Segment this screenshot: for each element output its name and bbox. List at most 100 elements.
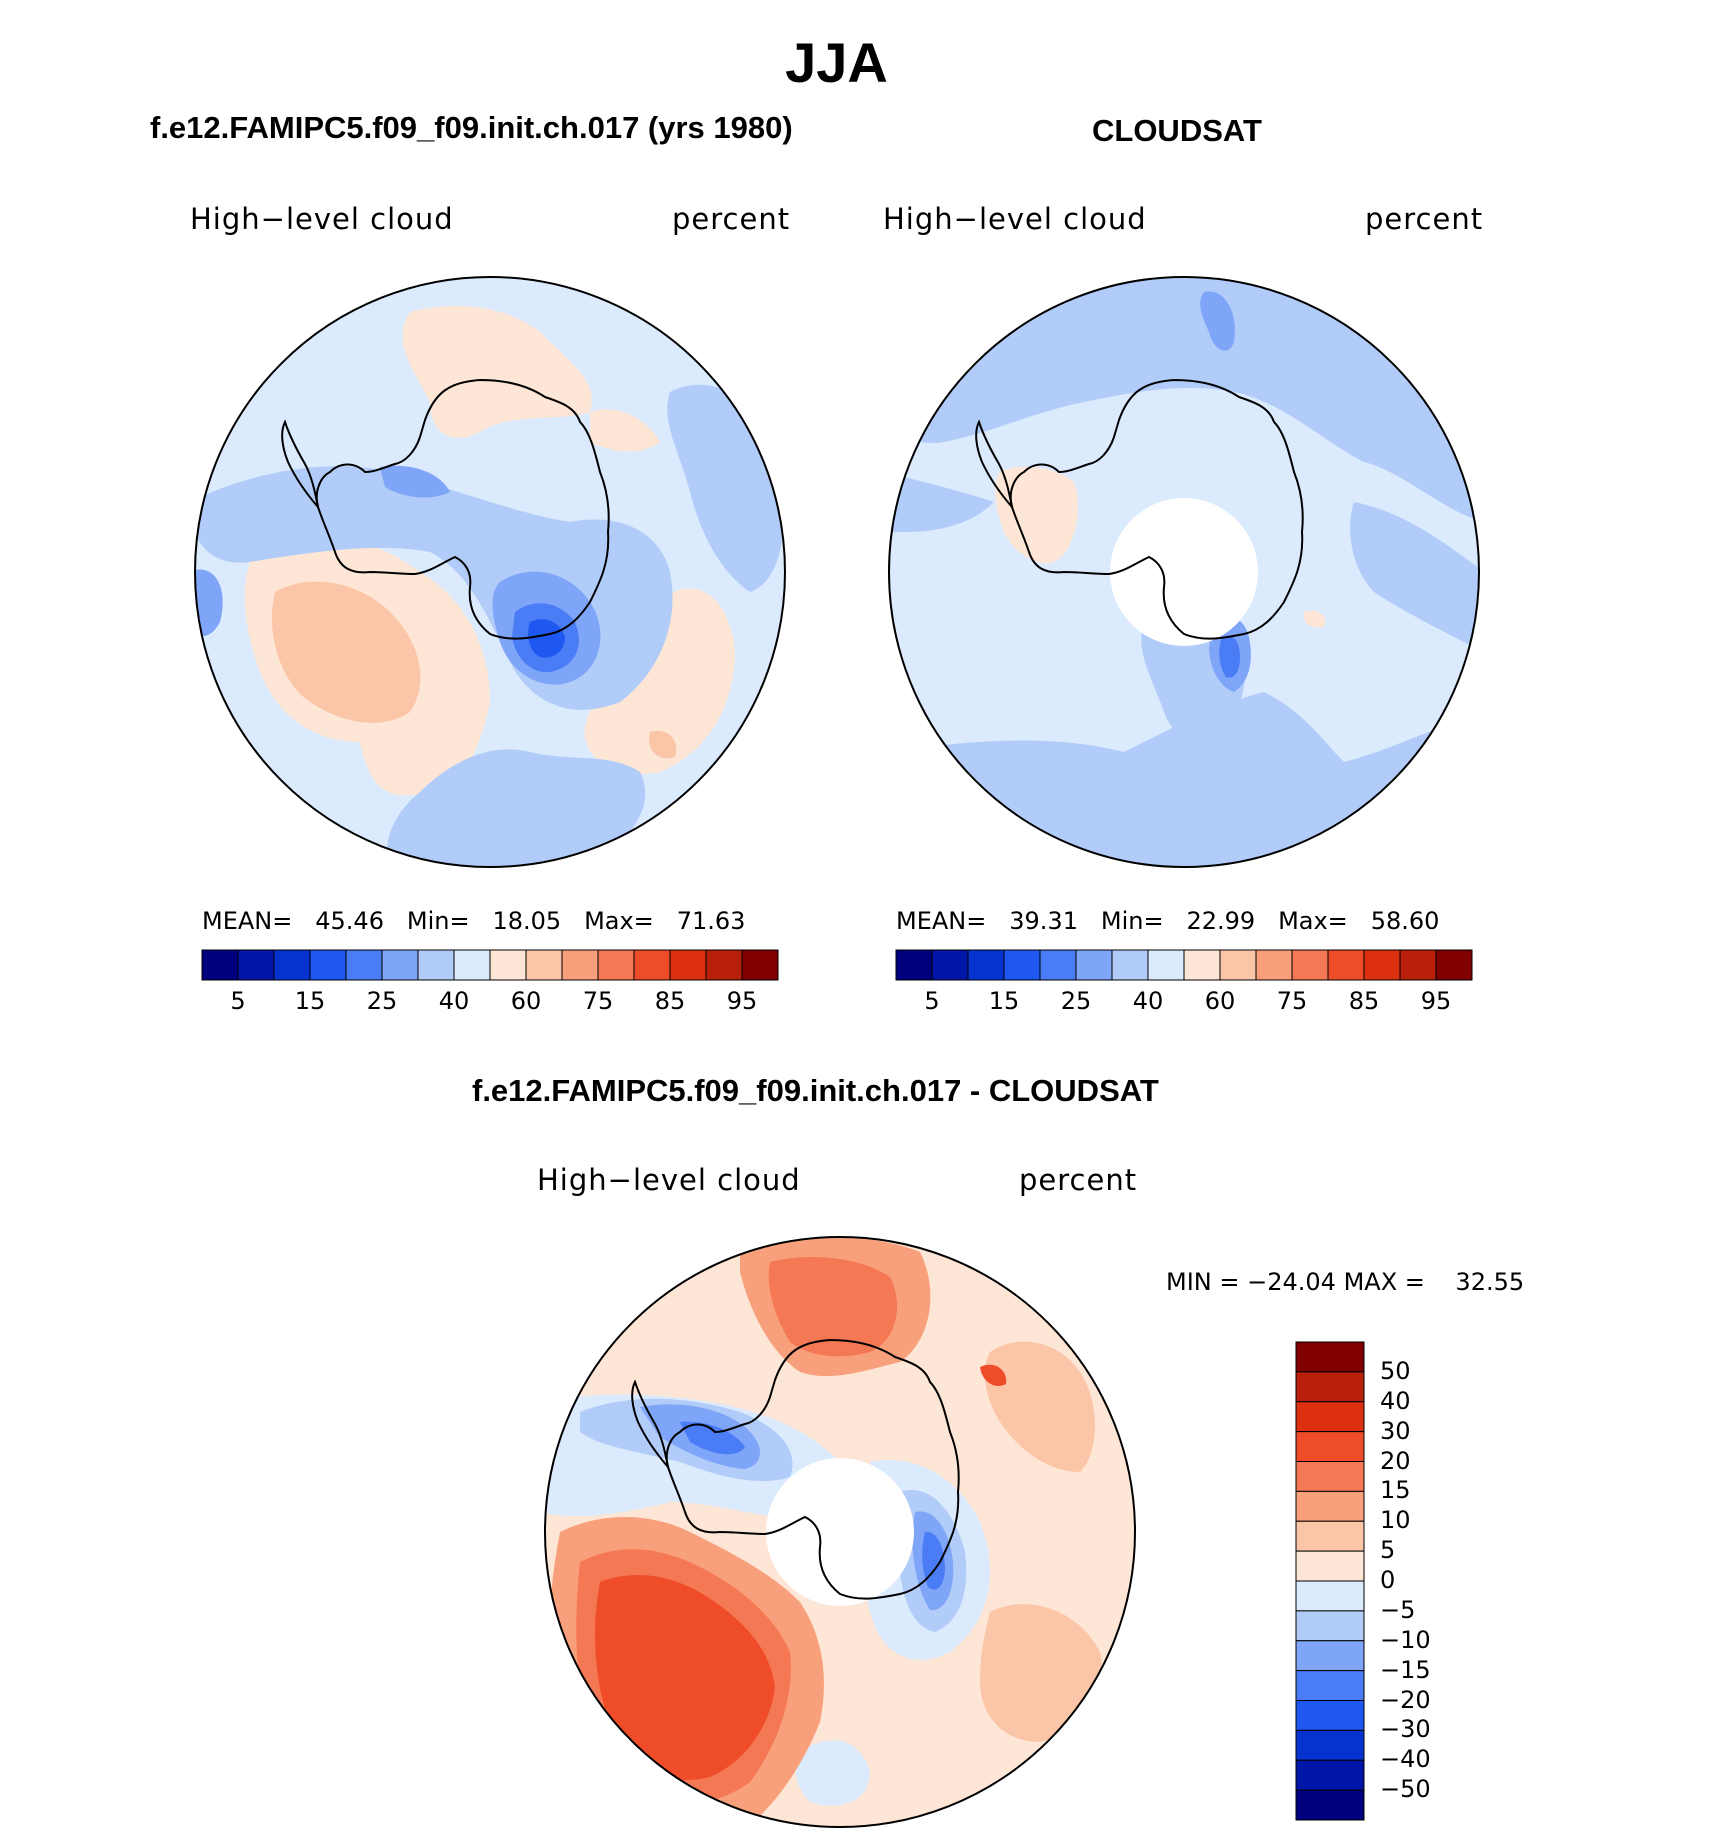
- figure-title: JJA: [785, 31, 888, 94]
- model-colorbar-ticks: 5 15 25 40 60 75 85 95: [202, 987, 778, 1017]
- difference-contour-m20-m30: [922, 1531, 945, 1590]
- cloudsat-colorbar-box: [1039, 949, 1077, 981]
- model-contour-0-5: [584, 588, 735, 774]
- model-stats: MEAN= 45.46 Min= 18.05 Max= 71.63: [202, 907, 745, 935]
- cloudsat-contour-m5-m10: [889, 277, 1479, 522]
- difference-colorbar-tick-label: 5: [1380, 1536, 1396, 1565]
- difference-colorbar-box: [1295, 1341, 1365, 1373]
- difference-colorbar-box: [1295, 1431, 1365, 1462]
- cloudsat-panel-title: CLOUDSAT: [1092, 113, 1262, 148]
- difference-colorbar-box: [1295, 1371, 1365, 1403]
- model-colorbar: [201, 949, 779, 981]
- difference-variable-label: High−level cloud: [537, 1163, 801, 1197]
- cloudsat-colorbar-box: [1363, 949, 1401, 981]
- cloudsat-colorbar-box: [931, 949, 969, 981]
- model-contour-0-5: [590, 409, 660, 452]
- cloudsat-colorbar-box: [967, 949, 1005, 981]
- cloudsat-mean-label: MEAN=: [896, 907, 987, 935]
- difference-units-label: percent: [1019, 1163, 1138, 1197]
- model-colorbar-box: [633, 949, 671, 981]
- difference-colorbar-tick-label: 30: [1380, 1416, 1411, 1445]
- difference-coastline: [665, 1338, 960, 1600]
- difference-contour-15-20: [768, 1257, 898, 1357]
- difference-colorbar-box: [1295, 1610, 1365, 1642]
- difference-colorbar: [1295, 1341, 1365, 1821]
- difference-colorbar-tick-label: −15: [1380, 1655, 1431, 1684]
- model-colorbar-box: [345, 949, 383, 981]
- model-colorbar-tick-label: 25: [366, 987, 398, 1015]
- cloudsat-colorbar-tick-label: 25: [1060, 987, 1092, 1015]
- difference-colorbar-tick-label: 15: [1380, 1476, 1411, 1505]
- model-contour-m20-m30: [528, 619, 565, 658]
- difference-contour-m5-m10: [795, 1740, 870, 1806]
- model-colorbar-box: [525, 949, 563, 981]
- difference-colorbar-box: [1295, 1490, 1365, 1522]
- cloudsat-colorbar-tick-label: 75: [1276, 987, 1308, 1015]
- cloudsat-colorbar-box: [1291, 949, 1329, 981]
- model-colorbar-tick-label: 15: [294, 987, 326, 1015]
- model-colorbar-box: [237, 949, 275, 981]
- difference-colorbar-box: [1295, 1789, 1365, 1821]
- difference-map: [544, 1236, 1136, 1828]
- difference-map-border: [544, 1236, 1136, 1828]
- model-units-label: percent: [672, 202, 791, 236]
- difference-colorbar-box: [1295, 1670, 1365, 1701]
- difference-contour-20-30: [980, 1364, 1007, 1387]
- model-variable-label: High−level cloud: [190, 202, 454, 236]
- difference-colorbar-tick-label: 10: [1380, 1506, 1411, 1535]
- cloudsat-min-label: Min=: [1100, 907, 1164, 935]
- cloudsat-contour-m10-m15: [1200, 291, 1235, 351]
- cloudsat-stats: MEAN= 39.31 Min= 22.99 Max= 58.60: [896, 907, 1439, 935]
- model-contour-m10-m15: [380, 465, 450, 498]
- cloudsat-contour-0-5: [995, 466, 1078, 563]
- difference-min-label: MIN =: [1166, 1268, 1240, 1296]
- cloudsat-colorbar-ticks: 5 15 25 40 60 75 85 95: [896, 987, 1472, 1017]
- difference-colorbar-box: [1295, 1700, 1365, 1731]
- difference-colorbar-box: [1295, 1461, 1365, 1492]
- cloudsat-colorbar-box: [1219, 949, 1257, 981]
- model-peninsula: [281, 419, 320, 511]
- cloudsat-colorbar-box: [1183, 949, 1221, 981]
- model-colorbar-tick-label: 40: [438, 987, 470, 1015]
- cloudsat-units-label: percent: [1365, 202, 1484, 236]
- cloudsat-map: [888, 276, 1480, 868]
- difference-colorbar-tick-label: 20: [1380, 1446, 1411, 1475]
- cloudsat-colorbar-box: [1111, 949, 1149, 981]
- model-colorbar-box: [453, 949, 491, 981]
- model-colorbar-box: [741, 949, 779, 981]
- model-max-label: Max=: [584, 907, 654, 935]
- model-map-border: [194, 276, 786, 868]
- model-colorbar-box: [561, 949, 599, 981]
- difference-contour-m20-m30: [680, 1421, 745, 1455]
- cloudsat-colorbar-tick-label: 60: [1204, 987, 1236, 1015]
- model-colorbar-box: [597, 949, 635, 981]
- model-contour-5-10: [649, 731, 677, 759]
- cloudsat-max-value: 58.60: [1370, 907, 1440, 935]
- model-coastline: [315, 378, 610, 640]
- cloudsat-colorbar-box: [1147, 949, 1185, 981]
- difference-panel-title: f.e12.FAMIPC5.f09_f09.init.ch.017 - CLOU…: [472, 1073, 1159, 1108]
- model-colorbar-tick-label: 75: [582, 987, 614, 1015]
- difference-colorbar-tick-label: −20: [1380, 1685, 1431, 1714]
- difference-colorbar-tick-label: −10: [1380, 1625, 1431, 1654]
- cloudsat-colorbar-box: [1255, 949, 1293, 981]
- cloudsat-contour-m15-m20: [1219, 635, 1240, 678]
- difference-min-value: −24.04: [1247, 1268, 1336, 1296]
- model-min-label: Min=: [406, 907, 470, 935]
- difference-colorbar-ticks: 50 40 30 20 15 10 5 0 −5 −10 −15 −20 −30 −40 −50: [1380, 1342, 1470, 1820]
- difference-colorbar-box: [1295, 1401, 1365, 1433]
- cloudsat-contour-m5-m10: [889, 472, 994, 532]
- model-colorbar-tick-label: 60: [510, 987, 542, 1015]
- cloudsat-colorbar: [895, 949, 1473, 981]
- model-colorbar-box: [309, 949, 347, 981]
- cloudsat-max-label: Max=: [1278, 907, 1348, 935]
- model-max-value: 71.63: [676, 907, 746, 935]
- cloudsat-coastline: [1009, 378, 1304, 640]
- model-colorbar-box: [273, 949, 311, 981]
- model-contour-5-10: [271, 581, 421, 723]
- cloudsat-colorbar-box: [1327, 949, 1365, 981]
- difference-colorbar-tick-label: 50: [1380, 1356, 1411, 1385]
- cloudsat-mean-value: 39.31: [1009, 907, 1078, 935]
- cloudsat-variable-label: High−level cloud: [883, 202, 1147, 236]
- difference-colorbar-tick-label: −5: [1380, 1595, 1416, 1624]
